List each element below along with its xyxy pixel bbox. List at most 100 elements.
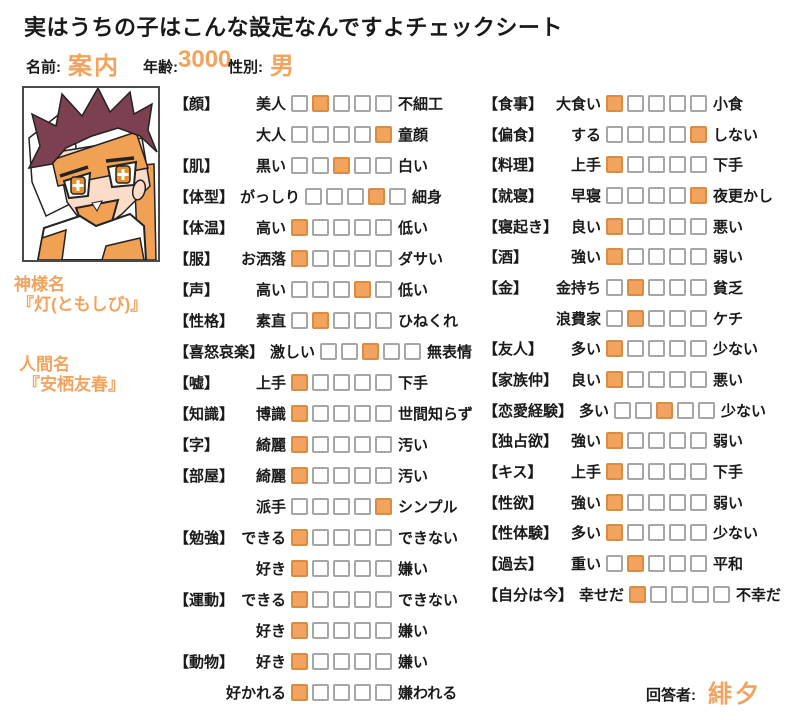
rating-checkbox[interactable] bbox=[606, 309, 623, 327]
rating-checkbox[interactable] bbox=[354, 219, 371, 236]
rating-checkbox[interactable] bbox=[312, 157, 329, 174]
rating-checkbox[interactable] bbox=[375, 250, 392, 267]
rating-checkbox[interactable] bbox=[690, 309, 707, 327]
rating-checkbox[interactable] bbox=[648, 463, 665, 481]
rating-checkbox[interactable] bbox=[333, 250, 350, 267]
rating-checkbox[interactable] bbox=[312, 467, 329, 484]
rating-checkbox[interactable] bbox=[291, 653, 308, 670]
rating-checkbox[interactable] bbox=[692, 585, 710, 603]
rating-checkbox[interactable] bbox=[669, 309, 686, 327]
rating-checkbox[interactable] bbox=[291, 560, 308, 577]
rating-checkbox[interactable] bbox=[669, 371, 686, 389]
rating-checkbox[interactable] bbox=[606, 371, 623, 389]
rating-checkbox[interactable] bbox=[606, 524, 623, 542]
rating-checkbox[interactable] bbox=[690, 340, 707, 358]
rating-checkbox[interactable] bbox=[291, 622, 308, 639]
rating-checkbox[interactable] bbox=[606, 432, 623, 450]
rating-checkbox[interactable] bbox=[606, 217, 623, 235]
rating-checkbox[interactable] bbox=[690, 248, 707, 266]
rating-checkbox[interactable] bbox=[368, 188, 386, 205]
rating-checkbox[interactable] bbox=[627, 555, 644, 573]
rating-checkbox[interactable] bbox=[648, 156, 665, 174]
rating-checkbox[interactable] bbox=[606, 125, 623, 143]
rating-checkbox[interactable] bbox=[690, 524, 707, 542]
rating-checkbox[interactable] bbox=[333, 684, 350, 701]
rating-checkbox[interactable] bbox=[354, 684, 371, 701]
rating-checkbox[interactable] bbox=[389, 188, 407, 205]
rating-checkbox[interactable] bbox=[375, 374, 392, 391]
rating-checkbox[interactable] bbox=[375, 498, 392, 515]
rating-checkbox[interactable] bbox=[333, 281, 350, 298]
rating-checkbox[interactable] bbox=[627, 493, 644, 511]
rating-checkbox[interactable] bbox=[333, 405, 350, 422]
rating-checkbox[interactable] bbox=[291, 529, 308, 546]
rating-checkbox[interactable] bbox=[354, 374, 371, 391]
rating-checkbox[interactable] bbox=[354, 250, 371, 267]
rating-checkbox[interactable] bbox=[690, 371, 707, 389]
rating-checkbox[interactable] bbox=[375, 126, 392, 143]
rating-checkbox[interactable] bbox=[375, 95, 392, 112]
rating-checkbox[interactable] bbox=[690, 156, 707, 174]
rating-checkbox[interactable] bbox=[669, 248, 686, 266]
rating-checkbox[interactable] bbox=[291, 684, 308, 701]
rating-checkbox[interactable] bbox=[347, 188, 365, 205]
rating-checkbox[interactable] bbox=[627, 156, 644, 174]
rating-checkbox[interactable] bbox=[614, 401, 632, 419]
rating-checkbox[interactable] bbox=[606, 493, 623, 511]
rating-checkbox[interactable] bbox=[333, 498, 350, 515]
rating-checkbox[interactable] bbox=[333, 467, 350, 484]
rating-checkbox[interactable] bbox=[354, 560, 371, 577]
rating-checkbox[interactable] bbox=[383, 343, 401, 360]
rating-checkbox[interactable] bbox=[648, 432, 665, 450]
rating-checkbox[interactable] bbox=[333, 591, 350, 608]
rating-checkbox[interactable] bbox=[671, 585, 689, 603]
rating-checkbox[interactable] bbox=[291, 95, 308, 112]
rating-checkbox[interactable] bbox=[333, 622, 350, 639]
rating-checkbox[interactable] bbox=[648, 493, 665, 511]
rating-checkbox[interactable] bbox=[312, 281, 329, 298]
rating-checkbox[interactable] bbox=[669, 217, 686, 235]
rating-checkbox[interactable] bbox=[627, 432, 644, 450]
rating-checkbox[interactable] bbox=[606, 94, 623, 112]
rating-checkbox[interactable] bbox=[627, 278, 644, 296]
rating-checkbox[interactable] bbox=[333, 95, 350, 112]
rating-checkbox[interactable] bbox=[606, 340, 623, 358]
rating-checkbox[interactable] bbox=[648, 309, 665, 327]
rating-checkbox[interactable] bbox=[677, 401, 695, 419]
rating-checkbox[interactable] bbox=[354, 591, 371, 608]
rating-checkbox[interactable] bbox=[690, 493, 707, 511]
rating-checkbox[interactable] bbox=[305, 188, 323, 205]
rating-checkbox[interactable] bbox=[312, 374, 329, 391]
rating-checkbox[interactable] bbox=[375, 157, 392, 174]
rating-checkbox[interactable] bbox=[291, 374, 308, 391]
rating-checkbox[interactable] bbox=[333, 560, 350, 577]
rating-checkbox[interactable] bbox=[606, 555, 623, 573]
rating-checkbox[interactable] bbox=[354, 312, 371, 329]
rating-checkbox[interactable] bbox=[606, 463, 623, 481]
rating-checkbox[interactable] bbox=[635, 401, 653, 419]
rating-checkbox[interactable] bbox=[375, 436, 392, 453]
rating-checkbox[interactable] bbox=[669, 432, 686, 450]
rating-checkbox[interactable] bbox=[627, 94, 644, 112]
rating-checkbox[interactable] bbox=[291, 498, 308, 515]
rating-checkbox[interactable] bbox=[606, 278, 623, 296]
rating-checkbox[interactable] bbox=[354, 95, 371, 112]
rating-checkbox[interactable] bbox=[669, 125, 686, 143]
rating-checkbox[interactable] bbox=[375, 529, 392, 546]
rating-checkbox[interactable] bbox=[291, 405, 308, 422]
rating-checkbox[interactable] bbox=[333, 374, 350, 391]
rating-checkbox[interactable] bbox=[648, 125, 665, 143]
rating-checkbox[interactable] bbox=[375, 622, 392, 639]
rating-checkbox[interactable] bbox=[648, 524, 665, 542]
rating-checkbox[interactable] bbox=[333, 219, 350, 236]
rating-checkbox[interactable] bbox=[375, 405, 392, 422]
rating-checkbox[interactable] bbox=[648, 278, 665, 296]
rating-checkbox[interactable] bbox=[312, 250, 329, 267]
rating-checkbox[interactable] bbox=[333, 126, 350, 143]
rating-checkbox[interactable] bbox=[312, 405, 329, 422]
rating-checkbox[interactable] bbox=[375, 312, 392, 329]
rating-checkbox[interactable] bbox=[690, 186, 707, 204]
rating-checkbox[interactable] bbox=[669, 278, 686, 296]
rating-checkbox[interactable] bbox=[669, 186, 686, 204]
rating-checkbox[interactable] bbox=[291, 126, 308, 143]
